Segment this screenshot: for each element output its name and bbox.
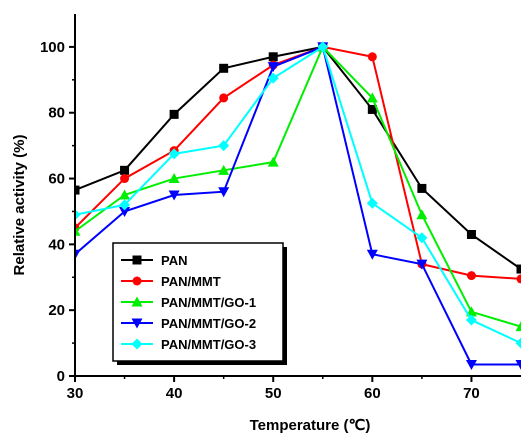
data-point: [120, 165, 130, 175]
data-point: [267, 156, 279, 167]
y-tick-label: 0: [57, 368, 65, 385]
data-point: [268, 52, 278, 62]
data-point: [119, 199, 131, 211]
legend-marker: [132, 276, 142, 286]
data-point: [367, 52, 377, 62]
data-point: [417, 183, 427, 193]
data-point: [516, 274, 521, 284]
legend-marker: [131, 296, 143, 307]
legend-entry: PAN/MMT/GO-2: [121, 316, 256, 331]
data-point: [466, 271, 476, 281]
legend: PAN PAN/MMT PAN/MMT/GO-1 PAN/MMT/GO-2 PAN/MM…: [112, 242, 287, 365]
legend-entry: PAN/MMT/GO-1: [121, 295, 256, 310]
series-line: [75, 45, 521, 328]
series-line: [75, 45, 521, 270]
y-tick-labels: 0 20 40 60 80 100: [40, 39, 65, 385]
y-tick-label: 100: [40, 39, 65, 56]
legend-marker: [131, 338, 143, 350]
data-point: [218, 164, 230, 175]
legend-label: PAN/MMT/GO-3: [161, 337, 256, 352]
y-tick-label: 20: [48, 302, 65, 319]
data-point: [219, 63, 229, 73]
legend-label: PAN/MMT/GO-2: [161, 316, 256, 331]
data-point: [218, 187, 230, 198]
data-point: [465, 359, 477, 370]
series-pan-mmt-go-3: [75, 41, 521, 349]
data-point: [119, 206, 131, 217]
x-axis-title: Temperature (℃): [250, 417, 371, 434]
data-point: [75, 225, 81, 236]
data-point: [515, 337, 521, 349]
x-tick-label: 60: [364, 385, 381, 402]
legend-marker: [131, 318, 143, 329]
data-point: [218, 140, 230, 152]
series-pan: [75, 42, 521, 274]
data-point: [267, 62, 279, 73]
legend-entry: PAN/MMT: [121, 274, 221, 289]
data-point: [515, 321, 521, 332]
data-point: [119, 189, 131, 200]
data-point: [75, 185, 80, 195]
x-tick-label: 30: [67, 385, 84, 402]
data-point: [168, 148, 180, 160]
data-point: [416, 259, 428, 270]
data-point: [515, 359, 521, 370]
x-tick-label: 70: [463, 385, 480, 402]
data-point: [169, 109, 179, 119]
data-point: [366, 249, 378, 260]
y-tick-label: 60: [48, 171, 65, 188]
data-point: [416, 232, 428, 244]
legend-label: PAN: [161, 253, 187, 268]
x-tick-label: 50: [265, 385, 282, 402]
x-tick-label: 40: [166, 385, 183, 402]
data-point: [317, 41, 329, 53]
data-point: [516, 264, 521, 274]
legend-label: PAN/MMT/GO-1: [161, 295, 256, 310]
series-line: [75, 45, 521, 366]
legend-entry: PAN/MMT/GO-3: [121, 337, 256, 352]
data-point: [75, 209, 81, 221]
series-line: [75, 45, 521, 344]
y-tick-label: 80: [48, 105, 65, 122]
data-point: [267, 72, 279, 84]
y-tick-label: 40: [48, 236, 65, 253]
data-point: [75, 249, 81, 260]
data-point: [416, 209, 428, 220]
legend-marker: [132, 255, 142, 265]
axes-layer: [69, 14, 521, 382]
data-point: [366, 197, 378, 209]
data-point: [366, 92, 378, 103]
data-point: [120, 174, 130, 184]
data-point: [219, 93, 229, 103]
y-axis-title: Relative activity (%): [11, 135, 28, 276]
legend-label: PAN/MMT: [161, 274, 221, 289]
data-point: [168, 190, 180, 201]
data-point: [367, 104, 377, 114]
data-point: [465, 314, 477, 326]
legend-entry: PAN: [121, 253, 187, 268]
data-point: [466, 229, 476, 239]
x-tick-labels: 30 40 50 60 70: [67, 385, 480, 402]
series-layer: [75, 41, 521, 370]
data-point: [168, 173, 180, 184]
